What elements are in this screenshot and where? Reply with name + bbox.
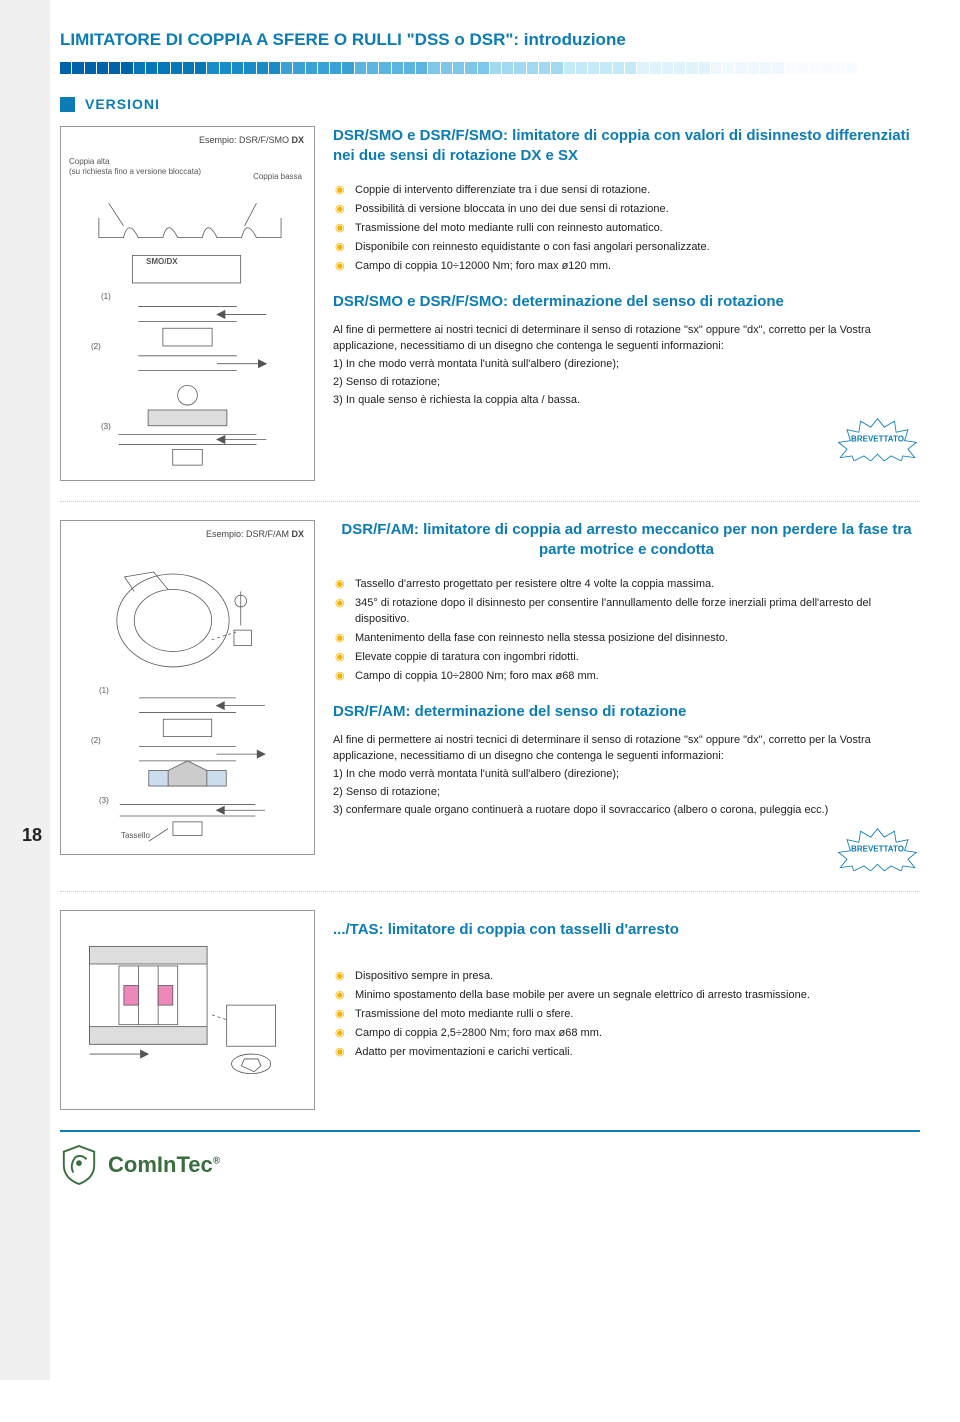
label-smo-dx: SMO/DX bbox=[146, 257, 178, 266]
section-bullet-box bbox=[60, 97, 75, 112]
left-gray-strip bbox=[0, 0, 50, 1380]
example-prefix-b: Esempio: DSR/F/AM bbox=[206, 529, 292, 539]
block-a-text: DSR/SMO e DSR/F/SMO: limitatore di coppi… bbox=[333, 126, 920, 481]
bullet-item: Campo di coppia 10÷12000 Nm; foro max ø1… bbox=[333, 259, 920, 275]
brevettato-badge-b: BREVETTATO bbox=[835, 827, 920, 871]
logo-text: ComInTec® bbox=[108, 1152, 220, 1178]
block-a-heading: DSR/SMO e DSR/F/SMO: limitatore di coppi… bbox=[333, 126, 920, 165]
registered-mark: ® bbox=[213, 1155, 220, 1166]
bullet-item: Tassello d'arresto progettato per resist… bbox=[333, 577, 920, 593]
brevettato-text: BREVETTATO bbox=[851, 434, 904, 443]
page-title: LIMITATORE DI COPPIA A SFERE O RULLI "DS… bbox=[60, 30, 920, 50]
block-tas: .../TAS: limitatore di coppia con tassel… bbox=[60, 910, 920, 1110]
block-b-heading: DSR/F/AM: limitatore di coppia ad arrest… bbox=[333, 520, 920, 559]
label-3: (3) bbox=[101, 422, 111, 431]
label-coppia-bassa: Coppia bassa bbox=[253, 172, 302, 181]
diagram-example-label: Esempio: DSR/F/SMO DX bbox=[199, 135, 304, 145]
label-tassello: Tassello bbox=[121, 831, 150, 840]
bullet-item: Possibilità di versione bloccata in uno … bbox=[333, 202, 920, 218]
label-coppia-alta-1: Coppia alta bbox=[69, 157, 109, 166]
para-a-1: 1) In che modo verrà montata l'unità sul… bbox=[333, 357, 920, 373]
label-coppia-alta-2: (su richiesta fino a versione bloccata) bbox=[69, 167, 201, 176]
label-b-3: (3) bbox=[99, 796, 109, 805]
bullet-item: Trasmissione del moto mediante rulli o s… bbox=[333, 1007, 920, 1023]
diagram-tas bbox=[60, 910, 315, 1110]
block-c-bullets: Dispositivo sempre in presa. Minimo spost… bbox=[333, 969, 920, 1064]
decorative-checker-row bbox=[60, 62, 920, 74]
bullet-item: Campo di coppia 10÷2800 Nm; foro max ø68… bbox=[333, 669, 920, 685]
block-b-subheading2: DSR/F/AM: determinazione del senso di ro… bbox=[333, 702, 920, 722]
brand-name: ComInTec bbox=[108, 1152, 213, 1177]
block-a-bullets: Coppie di intervento differenziate tra i… bbox=[333, 183, 920, 278]
bullet-item: Disponibile con reinnesto equidistante o… bbox=[333, 240, 920, 256]
bullet-item: Coppie di intervento differenziate tra i… bbox=[333, 183, 920, 199]
brevettato-badge: BREVETTATO bbox=[835, 417, 920, 461]
para-a-intro: Al fine di permettere ai nostri tecnici … bbox=[333, 323, 920, 355]
section-header-label: VERSIONI bbox=[85, 96, 160, 112]
label-b-2: (2) bbox=[91, 736, 101, 745]
block-c-text: .../TAS: limitatore di coppia con tassel… bbox=[333, 910, 920, 1110]
para-b-intro: Al fine di permettere ai nostri tecnici … bbox=[333, 733, 920, 765]
bullet-item: Minimo spostamento della base mobile per… bbox=[333, 988, 920, 1004]
block-dsr-smo: Esempio: DSR/F/SMO DX Coppia alta (su ri… bbox=[60, 126, 920, 481]
separator-1 bbox=[60, 501, 920, 502]
bullet-item: Mantenimento della fase con reinnesto ne… bbox=[333, 631, 920, 647]
section-header: VERSIONI bbox=[60, 96, 920, 112]
block-dsr-fam: Esempio: DSR/F/AM DX (1) (2) (3) Tassell… bbox=[60, 520, 920, 871]
separator-2 bbox=[60, 891, 920, 892]
bullet-item: Adatto per movimentazioni e carichi vert… bbox=[333, 1045, 920, 1061]
label-b-1: (1) bbox=[99, 686, 109, 695]
diagram-tas-svg bbox=[67, 917, 308, 1103]
label-2: (2) bbox=[91, 342, 101, 351]
label-1: (1) bbox=[101, 292, 111, 301]
diagram-example-label-b: Esempio: DSR/F/AM DX bbox=[206, 529, 304, 539]
example-bold: DX bbox=[291, 135, 304, 145]
para-b-3: 3) confermare quale organo continuerà a … bbox=[333, 803, 920, 819]
para-b-1: 1) In che modo verrà montata l'unità sul… bbox=[333, 767, 920, 783]
block-b-text: DSR/F/AM: limitatore di coppia ad arrest… bbox=[333, 520, 920, 871]
bullet-item: 345° di rotazione dopo il disinnesto per… bbox=[333, 596, 920, 628]
page-number: 18 bbox=[22, 825, 42, 846]
para-b-2: 2) Senso di rotazione; bbox=[333, 785, 920, 801]
bullet-item: Trasmissione del moto mediante rulli con… bbox=[333, 221, 920, 237]
example-bold-b: DX bbox=[291, 529, 304, 539]
example-prefix: Esempio: DSR/F/SMO bbox=[199, 135, 292, 145]
block-b-bullets: Tassello d'arresto progettato per resist… bbox=[333, 577, 920, 688]
diagram-fam: Esempio: DSR/F/AM DX (1) (2) (3) Tassell… bbox=[60, 520, 315, 855]
diagram-smo: Esempio: DSR/F/SMO DX Coppia alta (su ri… bbox=[60, 126, 315, 481]
bullet-item: Campo di coppia 2,5÷2800 Nm; foro max ø6… bbox=[333, 1026, 920, 1042]
logo-shield-icon bbox=[60, 1144, 98, 1186]
brevettato-text-b: BREVETTATO bbox=[851, 844, 904, 853]
para-a-3: 3) In quale senso è richiesta la coppia … bbox=[333, 393, 920, 409]
block-c-heading: .../TAS: limitatore di coppia con tassel… bbox=[333, 920, 920, 940]
para-a-2: 2) Senso di rotazione; bbox=[333, 375, 920, 391]
bullet-item: Dispositivo sempre in presa. bbox=[333, 969, 920, 985]
footer: ComInTec® bbox=[60, 1130, 920, 1186]
block-a-subheading2: DSR/SMO e DSR/F/SMO: determinazione del … bbox=[333, 292, 920, 312]
bullet-item: Elevate coppie di taratura con ingombri … bbox=[333, 650, 920, 666]
